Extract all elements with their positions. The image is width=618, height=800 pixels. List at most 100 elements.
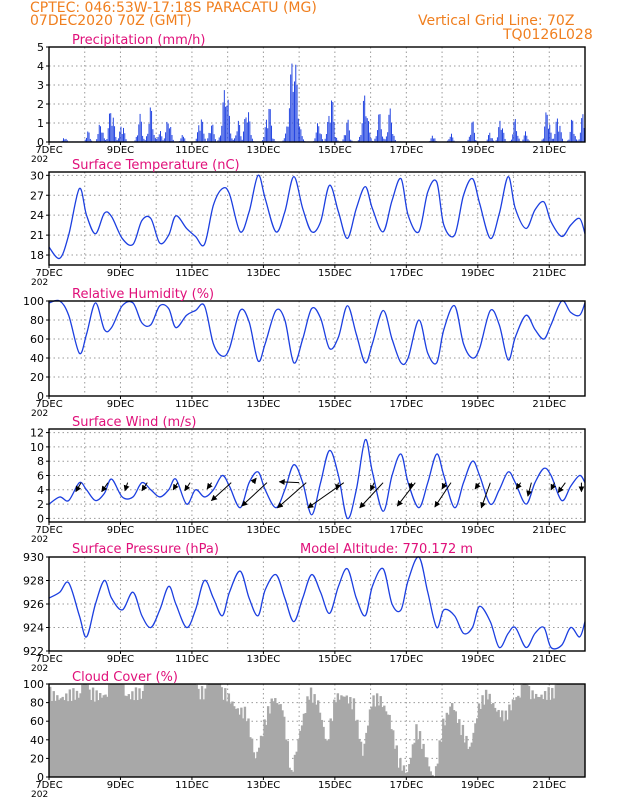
precipitation-bar xyxy=(271,125,273,142)
cloud-cover-bar xyxy=(74,699,77,777)
cloud-cover-bar xyxy=(408,764,411,777)
cloud-cover-bar xyxy=(149,684,152,777)
precipitation-bar xyxy=(502,128,504,142)
cloud-cover-bar xyxy=(484,689,488,777)
precipitation-bar xyxy=(100,126,102,142)
cloud-cover-bar xyxy=(534,693,538,777)
x-tick-label: 9DEC xyxy=(107,145,134,156)
precipitation-bar xyxy=(370,138,372,142)
x-tick-label: 17DEC xyxy=(389,399,423,410)
precipitation-bar xyxy=(156,138,158,142)
y-tick-label: 0 xyxy=(37,512,44,525)
cloud-cover-bar xyxy=(202,699,206,777)
precipitation-bar xyxy=(328,115,330,142)
cloud-cover-bar xyxy=(231,701,234,777)
precipitation-bar xyxy=(550,132,552,142)
precipitation-bar xyxy=(197,132,198,142)
x-tick-label: 15DEC xyxy=(318,145,352,156)
precipitation-bar xyxy=(496,137,498,142)
precipitation-bar xyxy=(573,133,575,142)
cloud-cover-bar xyxy=(147,684,150,777)
cloud-cover-bar xyxy=(81,684,84,777)
precipitation-bar xyxy=(375,136,377,142)
x-tick-label: 15DEC xyxy=(318,268,352,279)
precipitation-bar xyxy=(263,137,265,142)
precipitation-bar xyxy=(392,134,394,142)
precipitation-bar xyxy=(300,129,302,142)
cloud-cover-bar xyxy=(554,684,558,777)
y-tick-label: 922 xyxy=(23,645,44,658)
cloud-cover-bar xyxy=(65,693,68,777)
precipitation-bar xyxy=(581,118,583,142)
precipitation-bar xyxy=(222,102,224,142)
precipitation-bar xyxy=(273,139,275,142)
x-tick-label: 13DEC xyxy=(247,654,281,665)
precipitation-bar xyxy=(434,138,436,142)
x-tick-label: 11DEC xyxy=(175,780,209,791)
precipitation-bar xyxy=(111,125,113,142)
run-date: 07DEC2020 70Z (GMT) xyxy=(30,13,192,29)
cloud-cover-bar xyxy=(270,698,273,777)
cloud-cover-bar xyxy=(275,703,279,777)
cloud-cover-bar xyxy=(61,696,64,777)
cloud-cover-bar xyxy=(499,717,502,777)
cloud-cover-bar xyxy=(208,684,211,777)
precipitation-bar xyxy=(334,137,336,142)
precipitation-bar xyxy=(317,123,318,142)
cloud-cover-bar xyxy=(465,735,468,777)
series-line xyxy=(48,174,586,260)
cloud-cover-bar xyxy=(545,699,549,777)
precipitation-bar xyxy=(391,122,392,142)
cloud-cover-bar xyxy=(338,699,341,777)
precipitation-bar xyxy=(379,114,381,142)
wind-arrow xyxy=(408,482,415,490)
cloud-cover-bar xyxy=(172,684,175,777)
wind-arrow xyxy=(184,482,191,492)
cloud-cover-bar xyxy=(415,724,418,777)
precipitation-bar xyxy=(209,133,211,142)
wind-arrow xyxy=(241,482,268,507)
cloud-cover-bar xyxy=(150,684,154,777)
precipitation-bar xyxy=(388,114,390,142)
cloud-cover-bar xyxy=(215,684,218,777)
precipitation-bar xyxy=(64,139,66,142)
y-tick-label: 20 xyxy=(30,752,44,765)
cloud-cover-bar xyxy=(509,710,513,777)
x-tick-label: 7DEC xyxy=(35,780,62,791)
precipitation-bar xyxy=(558,131,560,142)
wind-arrow xyxy=(474,482,481,490)
precipitation-bar xyxy=(139,113,141,142)
precipitation-bar xyxy=(380,129,382,142)
precipitation-bar xyxy=(149,107,151,142)
precipitation-bar xyxy=(236,131,238,142)
cloud-cover-bar xyxy=(68,689,72,777)
precipitation-bar xyxy=(357,140,359,142)
y-tick-label: 21 xyxy=(30,229,44,242)
precipitation-bar xyxy=(546,114,548,142)
precipitation-bar xyxy=(165,132,167,142)
precipitation-bar xyxy=(368,121,370,142)
cloud-cover-bar xyxy=(386,714,390,777)
cloud-cover-bar xyxy=(533,698,536,777)
precipitation-bar xyxy=(489,132,491,142)
precipitation-bar xyxy=(114,126,116,142)
cloud-cover-bar xyxy=(556,684,559,777)
wind-arrow xyxy=(250,477,257,485)
cloud-cover-bar xyxy=(324,738,327,777)
precipitation-bar xyxy=(262,140,264,142)
precipitation-bar xyxy=(144,140,146,142)
precipitation-bar xyxy=(512,134,514,142)
y-tick-label: 40 xyxy=(30,734,44,747)
cloud-cover-bar xyxy=(256,751,259,777)
precipitation-bar xyxy=(314,138,316,142)
cloud-cover-bar xyxy=(579,684,583,777)
cloud-cover-bar xyxy=(107,684,111,777)
cloud-cover-bar xyxy=(440,741,443,777)
panel-6: 0 20 40 60 80 100 7DEC 9DEC 11DEC 13DEC 15DEC 17DEC… xyxy=(23,670,586,800)
precipitation-bar xyxy=(471,122,473,142)
cloud-cover-bar xyxy=(175,684,179,777)
panel-title: Surface Temperature (nC) xyxy=(72,158,240,173)
precipitation-bar xyxy=(297,118,299,142)
precipitation-bar xyxy=(382,136,384,142)
wind-arrow xyxy=(141,482,148,492)
